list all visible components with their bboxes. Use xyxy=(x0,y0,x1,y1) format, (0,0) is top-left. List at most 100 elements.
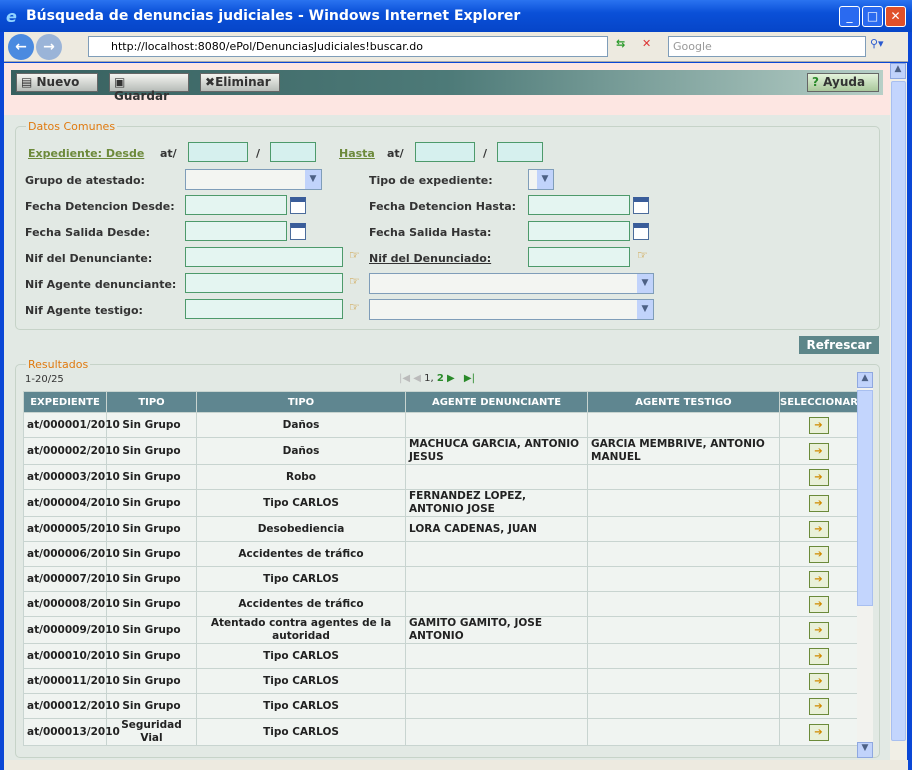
nuevo-button[interactable]: ▤ Nuevo xyxy=(16,73,98,92)
grupo-select[interactable]: ▼ xyxy=(185,169,322,190)
table-cell: at/000008/2010 xyxy=(23,591,120,617)
ayuda-button[interactable]: ? Ayuda xyxy=(807,73,879,92)
calendar-icon[interactable] xyxy=(633,197,649,214)
search-input[interactable]: Google xyxy=(668,36,866,57)
nif-denunciado-link[interactable]: Nif del Denunciado: xyxy=(369,252,492,265)
table-row[interactable]: at/000009/2010 Sin Grupo Atentado contra a… xyxy=(23,616,858,644)
expediente-hasta-numero[interactable] xyxy=(415,142,475,162)
nif-denunciado-input[interactable] xyxy=(528,247,630,267)
expediente-hasta-anio[interactable] xyxy=(497,142,543,162)
table-row[interactable]: at/000006/2010 Sin Grupo Accidentes de trá… xyxy=(23,541,858,567)
table-cell: at/000011/2010 xyxy=(23,668,120,694)
expediente-desde-anio[interactable] xyxy=(270,142,316,162)
select-row-icon[interactable]: ➔ xyxy=(808,468,829,486)
table-row[interactable]: at/000003/2010 Sin Grupo Robo ➔ xyxy=(23,464,858,490)
expediente-desde-link[interactable]: Expediente: Desde xyxy=(28,147,145,160)
document-icon: ▤ xyxy=(21,75,37,89)
select-row-icon[interactable]: ➔ xyxy=(808,595,829,613)
fecha-detencion-desde-input[interactable] xyxy=(185,195,287,215)
hasta-link[interactable]: Hasta xyxy=(339,147,375,160)
table-cell: Sin Grupo xyxy=(106,693,197,719)
fecha-detencion-hasta-input[interactable] xyxy=(528,195,630,215)
select-row-icon[interactable]: ➔ xyxy=(808,697,829,715)
table-row[interactable]: at/000005/2010 Sin Grupo Desobediencia LORA… xyxy=(23,516,858,542)
select-row-icon[interactable]: ➔ xyxy=(808,520,829,538)
table-cell: at/000009/2010 xyxy=(23,616,120,644)
agente-testigo-select[interactable]: ▼ xyxy=(369,299,654,320)
refrescar-button[interactable]: Refrescar xyxy=(799,336,879,354)
address-input[interactable]: http://localhost:8080/ePol/DenunciasJudi… xyxy=(88,36,608,57)
maximize-button[interactable]: □ xyxy=(862,6,883,27)
page-2-link[interactable]: 2 xyxy=(436,373,444,384)
select-row-icon[interactable]: ➔ xyxy=(808,416,829,434)
select-row-icon[interactable]: ➔ xyxy=(808,570,829,588)
select-row-icon[interactable]: ➔ xyxy=(808,545,829,563)
table-row[interactable]: at/000010/2010 Sin Grupo Tipo CARLOS ➔ xyxy=(23,643,858,669)
table-row[interactable]: at/000008/2010 Sin Grupo Accidentes de trá… xyxy=(23,591,858,617)
table-cell: Tipo CARLOS xyxy=(196,693,406,719)
table-row[interactable]: at/000004/2010 Sin Grupo Tipo CARLOS FERNAN… xyxy=(23,489,858,517)
fecha-salida-desde-label: Fecha Salida Desde: xyxy=(25,226,151,239)
tipo-expediente-label: Tipo de expediente: xyxy=(369,174,493,187)
nif-agente-testigo-input[interactable] xyxy=(185,299,343,319)
nif-agente-denunciante-input[interactable] xyxy=(185,273,343,293)
nif-denunciante-input[interactable] xyxy=(185,247,343,267)
refresh-icon[interactable]: ⇆ xyxy=(616,37,626,50)
page-scrollbar[interactable]: ▲ xyxy=(890,63,907,760)
select-row-icon[interactable]: ➔ xyxy=(808,442,829,460)
hand-pointer-icon[interactable]: ☞ xyxy=(349,300,360,314)
select-row-icon[interactable]: ➔ xyxy=(808,723,829,741)
hand-pointer-icon[interactable]: ☞ xyxy=(637,248,648,262)
scroll-thumb[interactable] xyxy=(857,390,873,606)
scroll-thumb[interactable] xyxy=(891,81,906,741)
url-text: http://localhost:8080/ePol/DenunciasJudi… xyxy=(111,40,423,53)
table-row[interactable]: at/000013/2010 Seguridad Vial Tipo CARLOS ➔ xyxy=(23,718,858,746)
eliminar-button[interactable]: ✖Eliminar xyxy=(200,73,280,92)
table-cell: Tipo CARLOS xyxy=(196,489,406,517)
table-row[interactable]: at/000007/2010 Sin Grupo Tipo CARLOS ➔ xyxy=(23,566,858,592)
agente-denunciante-select[interactable]: ▼ xyxy=(369,273,654,294)
hand-pointer-icon[interactable]: ☞ xyxy=(349,274,360,288)
select-cell: ➔ xyxy=(779,464,858,490)
table-row[interactable]: at/000001/2010 Sin Grupo Daños ➔ xyxy=(23,412,858,438)
next-page-icon[interactable]: ▶ xyxy=(447,373,455,384)
table-row[interactable]: at/000012/2010 Sin Grupo Tipo CARLOS ➔ xyxy=(23,693,858,719)
table-row[interactable]: at/000002/2010 Sin Grupo Daños MACHUCA GARC… xyxy=(23,437,858,465)
select-row-icon[interactable]: ➔ xyxy=(808,672,829,690)
scroll-down-icon[interactable]: ▼ xyxy=(857,742,873,758)
close-button[interactable]: ✕ xyxy=(885,6,906,27)
guardar-button[interactable]: ▣ Guardar xyxy=(109,73,189,103)
calendar-icon[interactable] xyxy=(633,223,649,240)
table-cell xyxy=(405,541,588,567)
table-row[interactable]: at/000011/2010 Sin Grupo Tipo CARLOS ➔ xyxy=(23,668,858,694)
select-row-icon[interactable]: ➔ xyxy=(808,647,829,665)
calendar-icon[interactable] xyxy=(290,223,306,240)
table-cell xyxy=(587,489,780,517)
last-page-icon[interactable]: ▶| xyxy=(463,373,475,384)
table-cell xyxy=(405,591,588,617)
hand-pointer-icon[interactable]: ☞ xyxy=(349,248,360,262)
select-cell: ➔ xyxy=(779,412,858,438)
fecha-salida-desde-input[interactable] xyxy=(185,221,287,241)
eliminar-label: Eliminar xyxy=(215,75,271,89)
table-cell xyxy=(405,693,588,719)
guardar-label: Guardar xyxy=(114,89,170,103)
fecha-salida-hasta-input[interactable] xyxy=(528,221,630,241)
search-icon[interactable]: ⚲▾ xyxy=(870,37,884,50)
results-scrollbar[interactable]: ▲ ▼ xyxy=(857,372,873,758)
select-row-icon[interactable]: ➔ xyxy=(808,621,829,639)
scroll-up-icon[interactable]: ▲ xyxy=(890,63,906,79)
select-row-icon[interactable]: ➔ xyxy=(808,494,829,512)
table-cell: Accidentes de tráfico xyxy=(196,541,406,567)
nif-denunciante-label: Nif del Denunciante: xyxy=(25,252,153,265)
expediente-desde-numero[interactable] xyxy=(188,142,248,162)
minimize-button[interactable]: _ xyxy=(839,6,860,27)
tipo-expediente-select[interactable]: ▼ xyxy=(528,169,554,190)
forward-button[interactable]: → xyxy=(36,34,62,60)
stop-icon[interactable]: ✕ xyxy=(642,37,652,50)
table-cell xyxy=(405,718,588,746)
scroll-up-icon[interactable]: ▲ xyxy=(857,372,873,388)
search-placeholder: Google xyxy=(673,40,712,53)
back-button[interactable]: ← xyxy=(8,34,34,60)
calendar-icon[interactable] xyxy=(290,197,306,214)
